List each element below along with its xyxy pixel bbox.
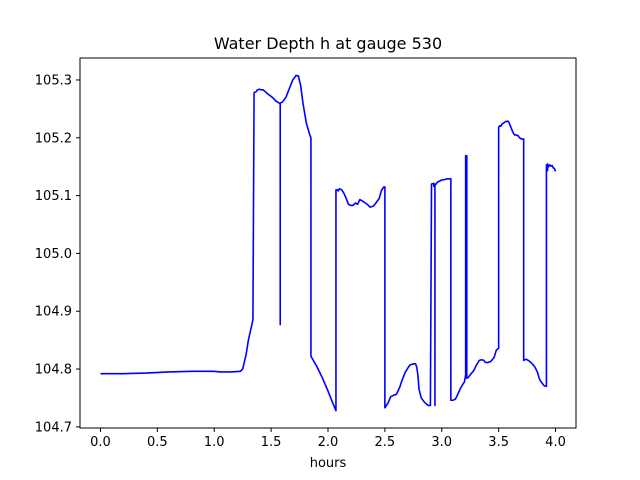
x-tick-label: 0.5 [147, 435, 168, 450]
y-tick-label: 105.0 [35, 247, 72, 262]
x-tick-label: 2.0 [318, 435, 339, 450]
x-tick-label: 1.5 [261, 435, 282, 450]
y-tick-label: 104.7 [35, 420, 72, 435]
x-tick-label: 0.0 [90, 435, 111, 450]
y-tick-label: 105.3 [35, 73, 72, 88]
x-axis-label: hours [310, 456, 347, 471]
chart-title: Water Depth h at gauge 530 [214, 34, 442, 53]
series-line-0 [100, 74, 557, 412]
y-tick-label: 104.9 [35, 305, 72, 320]
x-tick-label: 3.5 [488, 435, 509, 450]
y-tick-label: 105.2 [35, 131, 72, 146]
x-tick-label: 2.5 [375, 435, 396, 450]
plot-area [100, 74, 557, 412]
y-tick-label: 105.1 [35, 189, 72, 204]
x-tick-label: 3.0 [431, 435, 452, 450]
y-axis: 104.7 104.8 104.9 105.0 105.1 105.2 105.3 [35, 73, 80, 435]
x-tick-label: 1.0 [204, 435, 225, 450]
x-tick-label: 4.0 [545, 435, 566, 450]
y-tick-label: 104.8 [35, 363, 72, 378]
x-axis: 0.0 0.5 1.0 1.5 2.0 2.5 3.0 3.5 4.0 [90, 428, 566, 450]
